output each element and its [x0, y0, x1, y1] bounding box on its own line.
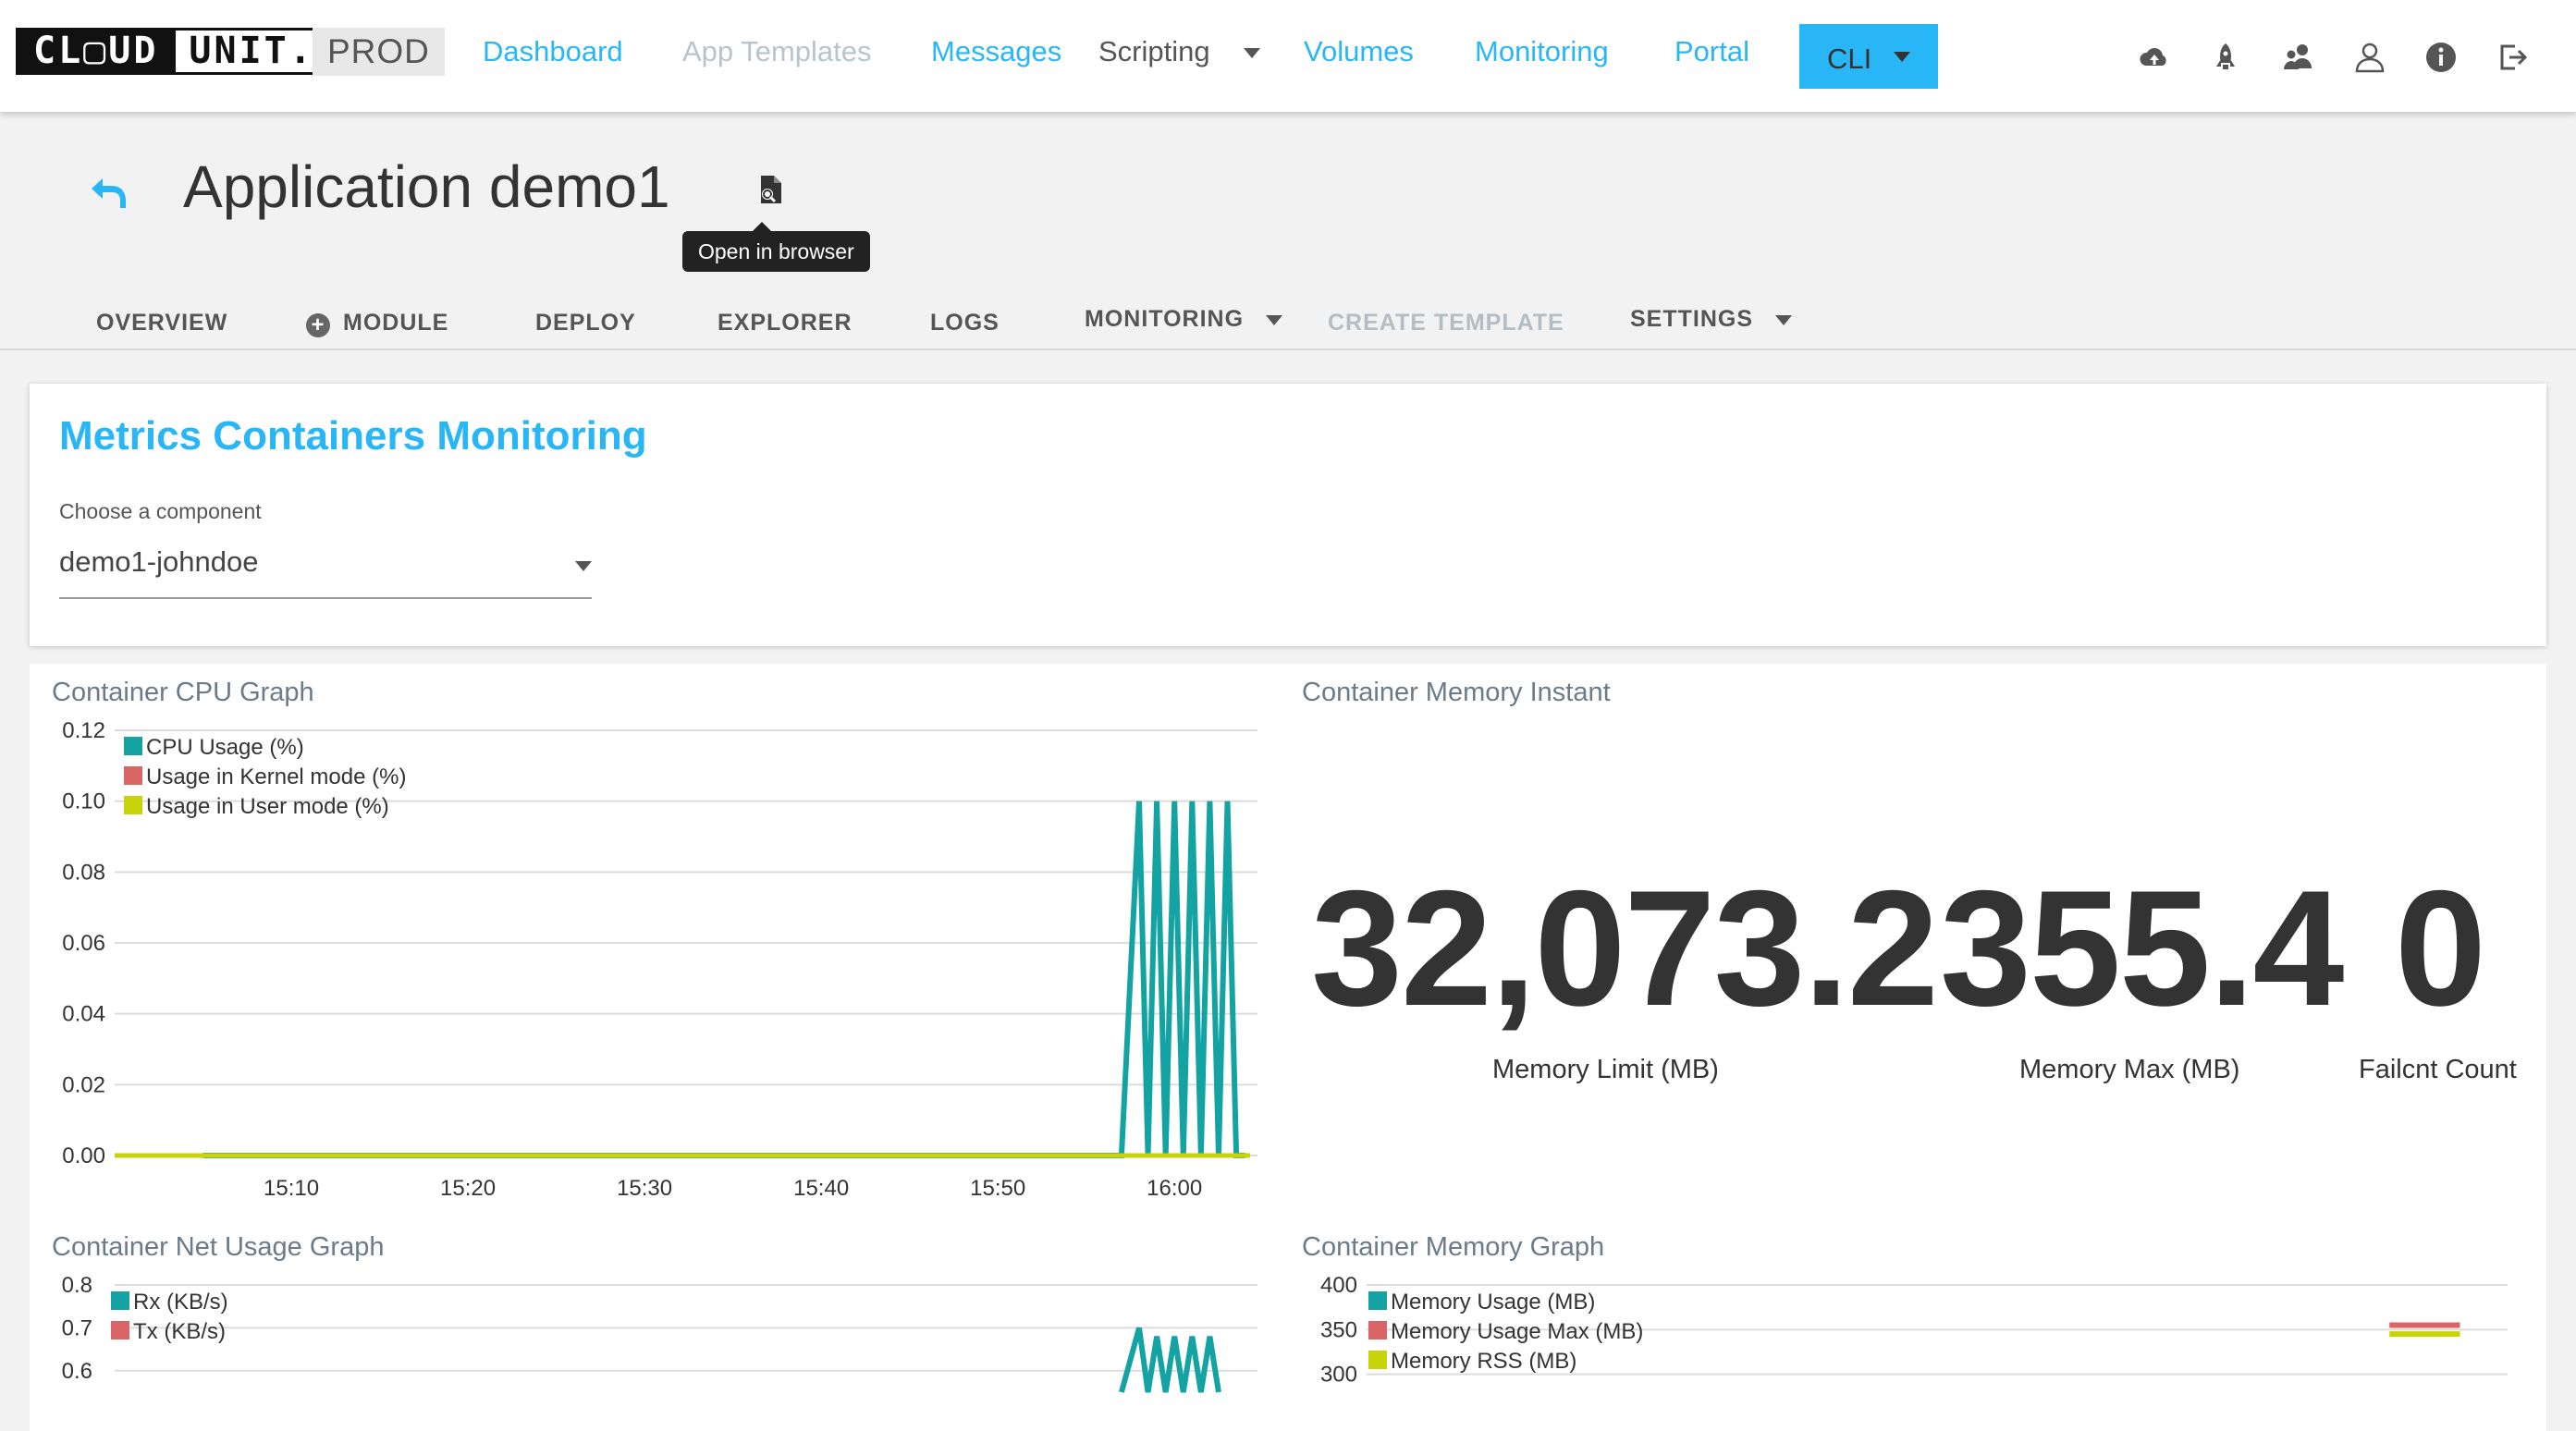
- legend-swatch: [1368, 1351, 1387, 1369]
- component-select[interactable]: demo1-johndoe: [59, 545, 592, 599]
- rocket-icon[interactable]: [2209, 41, 2242, 74]
- memory-max-value: 355.4: [1940, 856, 2344, 1040]
- legend-label: Rx (KB/s): [133, 1290, 228, 1315]
- metrics-card: Metrics Containers Monitoring Choose a c…: [30, 384, 2546, 646]
- tab-settings-label: SETTINGS: [1630, 306, 1754, 332]
- nav-scripting[interactable]: Scripting: [1098, 35, 1261, 68]
- x-tick-label: 16:00: [1147, 1176, 1202, 1201]
- nav-messages[interactable]: Messages: [931, 35, 1062, 67]
- monitoring-panel: [30, 664, 2546, 1431]
- nav-scripting-label: Scripting: [1098, 35, 1210, 67]
- tab-create-template[interactable]: CREATE TEMPLATE: [1328, 310, 1564, 336]
- legend-swatch: [124, 796, 142, 814]
- series-line: [202, 801, 1245, 1158]
- legend-label: Memory Usage Max (MB): [1391, 1319, 1643, 1344]
- cli-label: CLI: [1827, 43, 1872, 75]
- logo-text-cloud: CL▢UD: [16, 28, 177, 75]
- x-tick-label: 15:20: [440, 1176, 496, 1201]
- legend-swatch: [111, 1291, 129, 1310]
- x-tick-label: 15:40: [793, 1176, 849, 1201]
- failcnt-label: Failcnt Count: [2359, 1055, 2517, 1084]
- y-tick-label: 0.7: [62, 1315, 92, 1340]
- x-tick-label: 15:50: [970, 1176, 1025, 1201]
- nav-dashboard[interactable]: Dashboard: [483, 35, 623, 67]
- memory-instant-title: Container Memory Instant: [1302, 678, 1611, 707]
- legend-label: Memory RSS (MB): [1391, 1349, 1576, 1374]
- tab-monitoring-label: MONITORING: [1085, 306, 1245, 332]
- chevron-down-icon: [575, 561, 592, 571]
- chevron-down-icon: [1244, 48, 1261, 59]
- legend-swatch: [1368, 1321, 1387, 1339]
- memory-graph-title: Container Memory Graph: [1302, 1232, 1605, 1262]
- legend-swatch: [124, 737, 142, 755]
- x-tick-label: 15:30: [617, 1176, 672, 1201]
- user-icon[interactable]: [2353, 41, 2386, 74]
- tooltip: Open in browser: [682, 222, 870, 272]
- tab-settings[interactable]: SETTINGS: [1630, 306, 1793, 333]
- tab-module[interactable]: + MODULE: [306, 310, 448, 337]
- memory-limit-label: Memory Limit (MB): [1492, 1055, 1719, 1084]
- component-select-value: demo1-johndoe: [59, 545, 259, 578]
- y-tick-label: 350: [1320, 1317, 1357, 1342]
- memory-max-label: Memory Max (MB): [2019, 1055, 2240, 1084]
- nav-volumes[interactable]: Volumes: [1304, 35, 1414, 67]
- info-icon[interactable]: [2424, 41, 2458, 74]
- legend-swatch: [124, 766, 142, 785]
- subnav-divider: [0, 349, 2576, 350]
- component-select-label: Choose a component: [59, 499, 262, 523]
- legend-swatch: [1368, 1291, 1387, 1310]
- plus-circle-icon: +: [306, 313, 330, 337]
- memory-chart: 400 350 300 Memory Usage (MB) Memory Usage M…: [1320, 1273, 2508, 1388]
- logo-text-unit: UNIT.: [176, 28, 330, 75]
- legend-label: Usage in User mode (%): [146, 794, 389, 819]
- y-tick-label: 0.02: [62, 1072, 105, 1097]
- legend-swatch: [111, 1321, 129, 1339]
- metrics-title: Metrics Containers Monitoring: [59, 413, 647, 459]
- logout-icon[interactable]: [2496, 41, 2530, 74]
- nav-portal[interactable]: Portal: [1674, 35, 1749, 67]
- y-tick-label: 0.06: [62, 931, 105, 956]
- tab-module-label: MODULE: [343, 310, 449, 336]
- legend-label: Memory Usage (MB): [1391, 1290, 1595, 1315]
- cloud-upload-icon[interactable]: [2138, 41, 2171, 74]
- x-tick-label: 15:10: [264, 1176, 319, 1201]
- cloudunit-logo[interactable]: CL▢UD UNIT.: [16, 28, 330, 75]
- legend-label: CPU Usage (%): [146, 735, 304, 760]
- chevron-down-icon: [1775, 314, 1793, 325]
- open-in-browser-icon[interactable]: [754, 174, 786, 205]
- y-tick-label: 0.10: [62, 789, 105, 814]
- y-tick-label: 0.08: [62, 860, 105, 885]
- y-tick-label: 0.8: [62, 1273, 92, 1298]
- failcnt-value: 0: [2395, 856, 2486, 1040]
- net-chart: 0.8 0.7 0.6 Rx (KB/s) Tx (KB/s): [62, 1273, 1257, 1393]
- net-graph-title: Container Net Usage Graph: [52, 1232, 385, 1262]
- legend-label: Tx (KB/s): [133, 1319, 226, 1344]
- legend-label: Usage in Kernel mode (%): [146, 764, 406, 789]
- cli-dropdown-button[interactable]: CLI: [1799, 24, 1938, 89]
- tab-overview[interactable]: OVERVIEW: [96, 310, 228, 336]
- y-tick-label: 0.6: [62, 1359, 92, 1384]
- page-title: Application demo1: [183, 153, 670, 220]
- chevron-down-icon: [1266, 314, 1283, 325]
- users-icon[interactable]: [2281, 41, 2314, 74]
- back-arrow-icon[interactable]: [88, 171, 129, 212]
- y-tick-label: 0.04: [62, 1002, 105, 1027]
- nav-monitoring[interactable]: Monitoring: [1475, 35, 1609, 67]
- tab-logs[interactable]: LOGS: [930, 310, 1000, 336]
- environment-badge: PROD: [313, 28, 445, 76]
- y-tick-label: 300: [1320, 1363, 1357, 1388]
- nav-app-templates[interactable]: App Templates: [682, 35, 872, 67]
- top-navbar: CL▢UD UNIT. PROD Dashboard App Templates…: [0, 0, 2576, 112]
- series-line: [1119, 1327, 1221, 1393]
- y-tick-label: 400: [1320, 1273, 1357, 1298]
- cpu-chart: 0.12 0.10 0.08 0.06 0.04 0.02 0.00 15:10 15:20 15…: [62, 718, 1257, 1201]
- chevron-down-icon: [1894, 52, 1910, 62]
- memory-limit-value: 32,073.2: [1311, 856, 1939, 1040]
- y-tick-label: 0.00: [62, 1144, 105, 1168]
- tab-explorer[interactable]: EXPLORER: [718, 310, 853, 336]
- cpu-graph-title: Container CPU Graph: [52, 678, 314, 707]
- tab-deploy[interactable]: DEPLOY: [535, 310, 636, 336]
- tab-monitoring[interactable]: MONITORING: [1085, 306, 1283, 333]
- y-tick-label: 0.12: [62, 718, 105, 743]
